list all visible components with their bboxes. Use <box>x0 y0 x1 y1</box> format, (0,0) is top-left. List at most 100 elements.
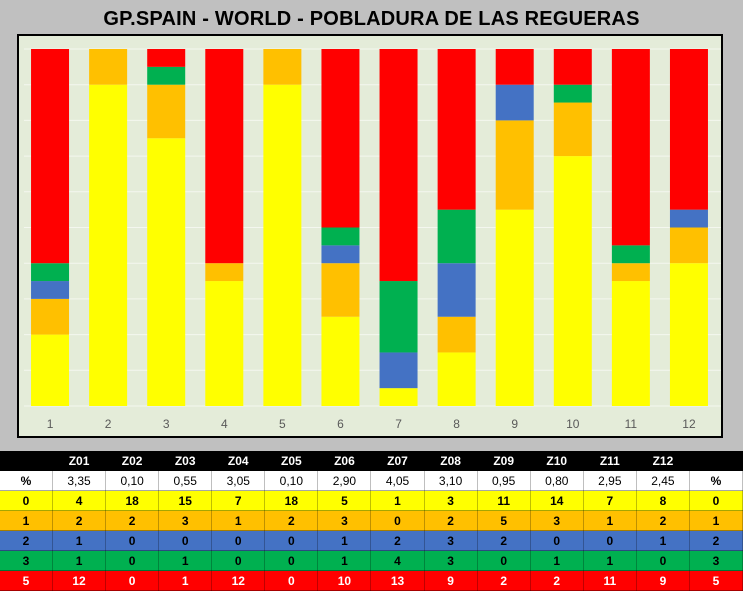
table-cell: 0 <box>105 530 160 551</box>
table-cell: % <box>689 470 743 491</box>
table-cell: Z02 <box>105 451 160 471</box>
table-cell: 4 <box>370 550 425 571</box>
table-cell: Z05 <box>264 451 319 471</box>
table-cell: 1 <box>636 530 691 551</box>
table-header-row: Z01 Z02 Z03 Z04 Z05 Z06 Z07 Z08 Z09 Z10 Z11 Z12 <box>0 451 743 471</box>
x-tick-label: 8 <box>453 417 460 431</box>
x-tick-label: 1 <box>47 417 54 431</box>
bar-segment-4-0 <box>205 281 244 406</box>
table-cell: 13 <box>370 570 425 591</box>
table-cell: 0,95 <box>477 470 531 491</box>
table-cell: Z03 <box>158 451 213 471</box>
table-cell: 3 <box>317 510 372 531</box>
bar-segment-7-2 <box>379 352 418 389</box>
table-cell: 0 <box>211 530 266 551</box>
table-cell: 1 <box>158 550 213 571</box>
table-cell: 3 <box>424 490 478 511</box>
table-row: 5 12 0 1 12 0 10 13 9 2 2 11 9 5 <box>0 570 743 591</box>
x-tick-label: 2 <box>105 417 112 431</box>
bar-segment-12-4 <box>669 49 708 210</box>
table-cell: 2 <box>370 530 425 551</box>
table-cell: 8 <box>636 490 691 511</box>
table-cell: 5 <box>0 570 53 591</box>
bar-segment-3-4 <box>147 49 186 67</box>
bar-segment-12-0 <box>669 263 708 406</box>
bar-segment-7-0 <box>379 388 418 406</box>
table-cell: 2 <box>477 570 531 591</box>
table-cell: 0 <box>477 550 531 571</box>
bar-segment-3-1 <box>147 84 186 139</box>
table-cell: 2 <box>0 530 53 551</box>
x-tick-label: 7 <box>395 417 402 431</box>
table-cell: 1 <box>0 510 53 531</box>
table-cell: 1 <box>317 530 372 551</box>
stacked-bar-chart: 1 2 3 4 5 6 7 8 9 10 11 12 <box>24 48 721 431</box>
table-cell: 1 <box>530 550 584 571</box>
chart-area: 1 2 3 4 5 6 7 8 9 10 11 12 <box>17 34 723 438</box>
table-cell: 3,10 <box>424 470 478 491</box>
table-cell: 3,05 <box>211 470 266 491</box>
bar-segment-5-1 <box>263 49 302 85</box>
table-cell: 0 <box>105 550 160 571</box>
table-cell: Z08 <box>424 451 478 471</box>
table-cell: 0 <box>264 570 319 591</box>
table-cell: 18 <box>264 490 319 511</box>
table-cell: Z10 <box>530 451 584 471</box>
bar-segment-9-0 <box>495 209 534 406</box>
x-tick-label: 3 <box>163 417 170 431</box>
table-cell: 1 <box>317 550 372 571</box>
table-cell: 2 <box>424 510 478 531</box>
table-cell: Z04 <box>211 451 266 471</box>
bar-segment-9-1 <box>495 120 534 210</box>
x-tick-label: 6 <box>337 417 344 431</box>
x-tick-label: 12 <box>682 417 696 431</box>
table-cell: 18 <box>105 490 160 511</box>
zone-table: Z01 Z02 Z03 Z04 Z05 Z06 Z07 Z08 Z09 Z10 Z11 Z12% 3,3… <box>0 451 743 591</box>
table-cell: 11 <box>583 570 637 591</box>
table-cell: 0 <box>530 530 584 551</box>
table-cell: 0 <box>211 550 266 571</box>
table-cell: 1 <box>370 490 425 511</box>
bar-segment-2-0 <box>89 84 128 406</box>
bar-segment-6-1 <box>321 263 360 317</box>
table-cell: 0 <box>636 550 691 571</box>
table-cell: 1 <box>211 510 266 531</box>
bar-segment-6-2 <box>321 245 360 264</box>
table-cell: 2 <box>530 570 584 591</box>
bar-segment-10-3 <box>553 84 592 103</box>
bar-segment-1-2 <box>31 281 70 299</box>
bar-segment-7-3 <box>379 281 418 353</box>
table-cell: Z09 <box>477 451 531 471</box>
data-table: Z01 Z02 Z03 Z04 Z05 Z06 Z07 Z08 Z09 Z10 Z11 Z12% 3,3… <box>0 451 743 591</box>
bar-segment-3-3 <box>147 66 186 85</box>
bar-segment-12-1 <box>669 227 708 264</box>
bar-segment-11-1 <box>611 263 650 282</box>
table-cell: 7 <box>583 490 637 511</box>
bar-segment-2-1 <box>89 49 128 85</box>
table-cell: 9 <box>424 570 478 591</box>
bar-segment-10-1 <box>553 102 592 157</box>
table-cell: 0 <box>689 490 743 511</box>
table-cell: 2 <box>264 510 319 531</box>
x-tick-label: 11 <box>625 417 638 431</box>
table-cell: 10 <box>317 570 372 591</box>
table-cell: 3 <box>530 510 584 531</box>
table-cell: 0 <box>105 570 160 591</box>
bar-segment-4-1 <box>205 263 244 282</box>
bar-segment-4-4 <box>205 49 244 264</box>
table-cell: 2 <box>477 530 531 551</box>
table-cell: 5 <box>477 510 531 531</box>
table-cell: % <box>0 470 53 491</box>
table-row: 0 4 18 15 7 18 5 1 3 11 14 7 8 0 <box>0 490 743 511</box>
bar-segment-7-4 <box>379 49 418 282</box>
table-cell: Z12 <box>636 451 691 471</box>
bar-segment-6-4 <box>321 49 360 228</box>
table-cell: 1 <box>583 550 637 571</box>
table-cell: 0 <box>583 530 637 551</box>
bar-segment-12-2 <box>669 209 708 228</box>
table-cell: 12 <box>211 570 266 591</box>
table-cell: 7 <box>211 490 266 511</box>
bar-segment-8-2 <box>437 263 476 317</box>
table-cell: Z06 <box>317 451 372 471</box>
